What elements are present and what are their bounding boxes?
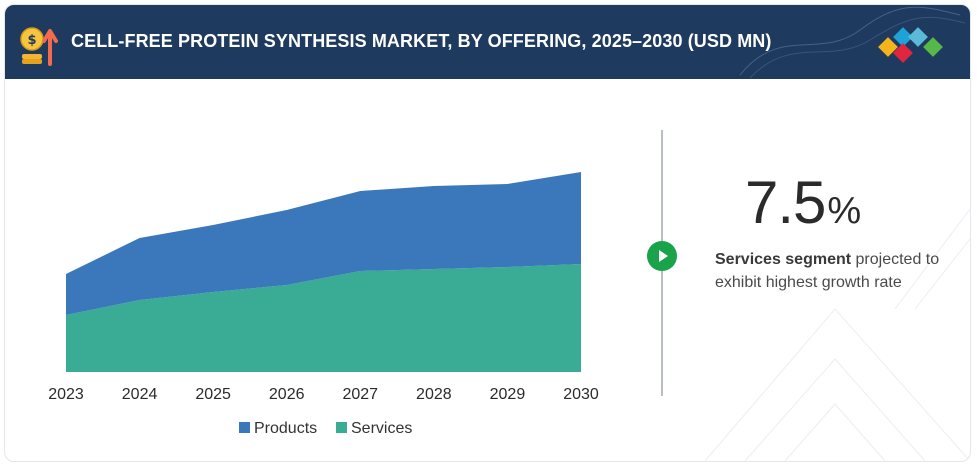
area-series-services xyxy=(66,264,581,372)
x-tick-label-2023: 2023 xyxy=(48,386,84,403)
x-tick-label-2030: 2030 xyxy=(563,386,599,403)
header-wave-decoration xyxy=(739,6,966,79)
legend-label-products: Products xyxy=(254,420,317,437)
x-tick-label-2027: 2027 xyxy=(342,386,378,403)
growth-description-bold: Services segment xyxy=(715,251,852,268)
growth-description: Services segment projected to exhibit hi… xyxy=(715,248,945,294)
brand-diamonds-logo xyxy=(878,27,943,63)
legend-swatch-products xyxy=(239,422,250,433)
x-tick-label-2026: 2026 xyxy=(269,386,305,403)
x-tick-label-2029: 2029 xyxy=(490,386,526,403)
chart-title: CELL-FREE PROTEIN SYNTHESIS MARKET, BY O… xyxy=(71,31,772,51)
x-tick-label-2025: 2025 xyxy=(195,386,231,403)
play-arrow-icon xyxy=(647,241,677,271)
growth-rate-number: 7.5 xyxy=(745,169,826,236)
growth-description-rest: projected to exhibit highest growth rate xyxy=(715,251,940,291)
area-series-products xyxy=(66,172,581,315)
background-decoration xyxy=(704,208,970,461)
growth-rate-unit: % xyxy=(827,190,861,232)
area-chart: 2023 2024 2025 2026 2027 2028 2029 2030 Product… xyxy=(48,172,970,461)
coin-growth-icon: $ xyxy=(20,27,58,66)
x-tick-label-2028: 2028 xyxy=(416,386,452,403)
x-tick-label-2024: 2024 xyxy=(122,386,158,403)
header-banner: $ CELL-FREE PROTEIN SYNTHESIS MARKET, BY… xyxy=(5,5,970,79)
legend-swatch-services xyxy=(336,422,347,433)
svg-text:$: $ xyxy=(27,33,36,48)
growth-rate-value: 7.5% xyxy=(745,173,861,233)
legend-label-services: Services xyxy=(351,420,412,437)
infographic-card: $ CELL-FREE PROTEIN SYNTHESIS MARKET, BY… xyxy=(4,4,971,462)
